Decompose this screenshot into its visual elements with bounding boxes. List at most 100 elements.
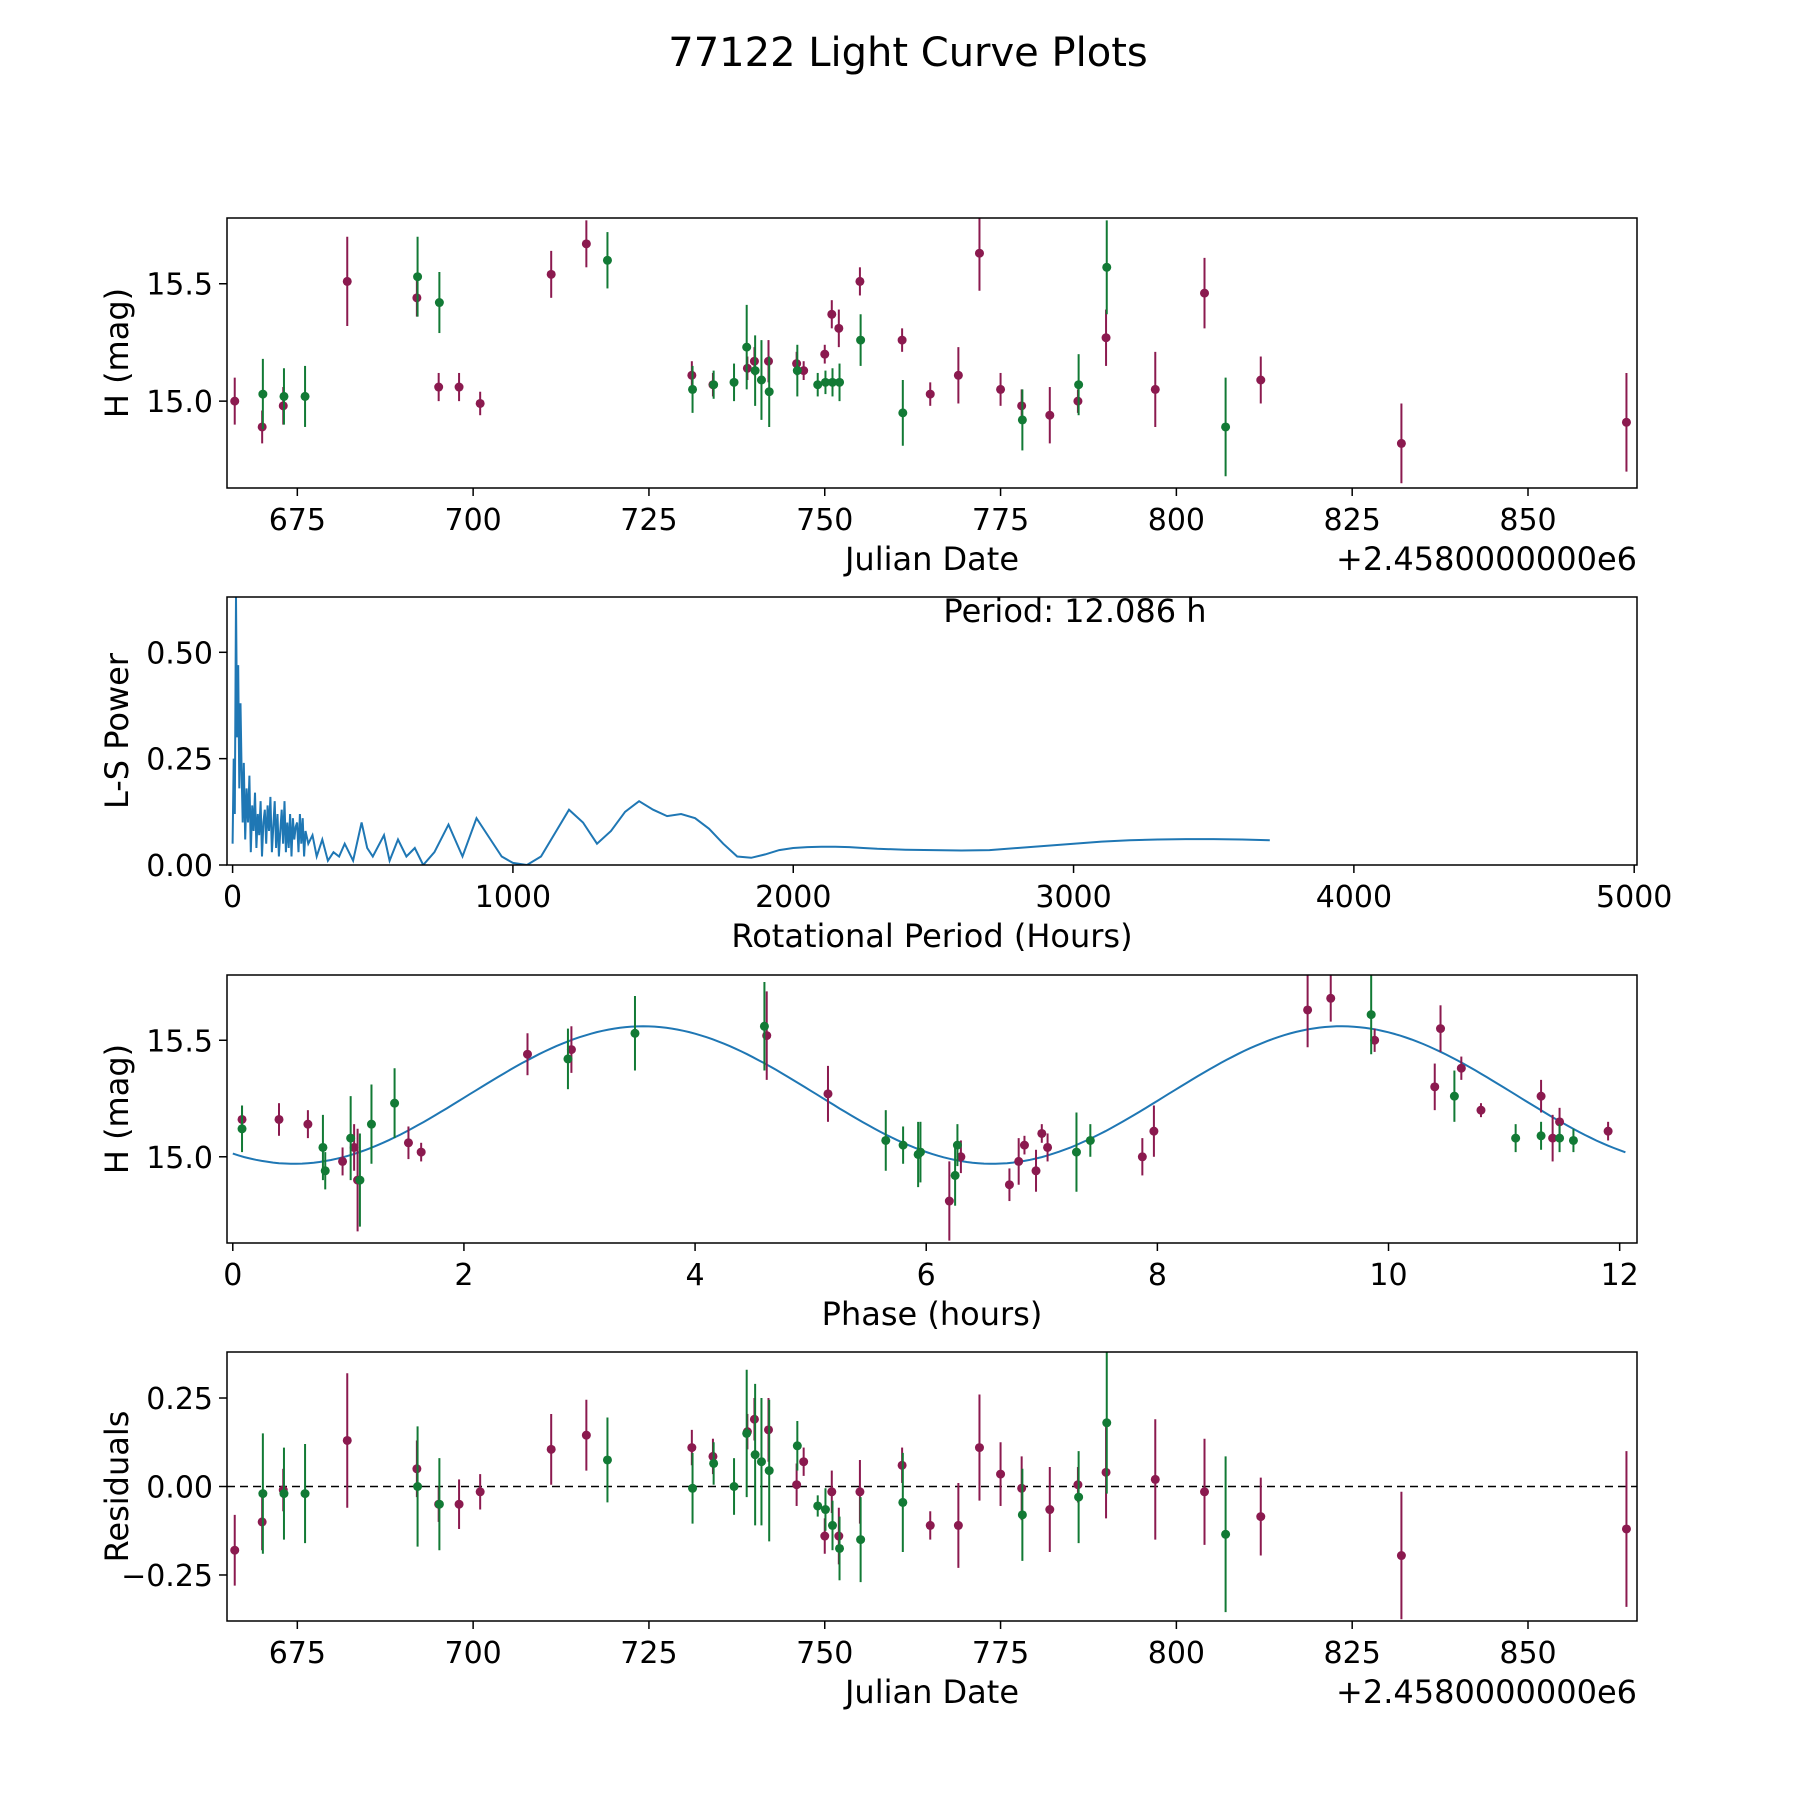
panel-light-curve: 675 700 725 750 775 800 825 850 15.0 15.5 Julian D… [98, 217, 1638, 578]
data-point [764, 387, 774, 397]
data-point [1476, 1105, 1486, 1115]
data-point [1511, 1133, 1521, 1143]
data-point [546, 1444, 556, 1454]
x-tick-label: 750 [796, 1636, 853, 1671]
data-point [952, 1140, 962, 1150]
data-point [709, 1458, 719, 1468]
data-point [1085, 1135, 1095, 1145]
data-point [563, 1054, 573, 1064]
data-point [855, 276, 865, 286]
data-point [1621, 1524, 1631, 1534]
x-tick-label: 775 [972, 503, 1029, 538]
panel-periodogram: 0 1000 2000 3000 4000 5000 0.00 0.25 0.50 Rotatio… [98, 592, 1672, 955]
data-point [320, 1166, 330, 1176]
data-point [434, 1499, 444, 1509]
axes-frame [226, 596, 1638, 866]
axes-frame [226, 217, 1638, 489]
data-point [834, 323, 844, 333]
data-point [823, 1089, 833, 1099]
data-point [630, 1028, 640, 1038]
data-point [813, 1501, 823, 1511]
data-point [300, 391, 310, 401]
data-point [1149, 1126, 1159, 1136]
y-axis-label: Residuals [98, 1411, 136, 1563]
y-tick-label: 0.25 [146, 743, 213, 778]
data-point [756, 375, 766, 385]
data-point [355, 1175, 365, 1185]
x-axis-label: Rotational Period (Hours) [731, 917, 1132, 955]
data-point [729, 377, 739, 387]
data-point [1074, 380, 1084, 390]
data-point [258, 1489, 268, 1499]
data-point [1045, 410, 1055, 420]
data-point [1621, 417, 1631, 427]
x-tick-label: 675 [269, 1636, 326, 1671]
data-point [258, 389, 268, 399]
data-point [1071, 1147, 1081, 1157]
data-point [279, 391, 289, 401]
data-point [602, 1455, 612, 1465]
data-point [230, 1545, 240, 1555]
data-point [475, 398, 485, 408]
data-point [522, 1049, 532, 1059]
data-point [687, 1443, 697, 1453]
data-point [1200, 288, 1210, 298]
power-series-line [231, 597, 1270, 865]
data-point [413, 1482, 423, 1491]
data-point [827, 1520, 837, 1530]
data-point [688, 384, 698, 394]
data-point [944, 1196, 954, 1206]
data-point [279, 1489, 289, 1499]
data-point [1536, 1091, 1546, 1101]
data-point [1536, 1131, 1546, 1141]
data-point [434, 382, 444, 392]
data-point [1366, 1010, 1376, 1020]
data-point [1137, 1152, 1147, 1162]
x-axis-label: Phase (hours) [822, 1295, 1043, 1333]
data-point [925, 389, 935, 399]
x-tick-label: 2 [454, 1258, 473, 1293]
data-point [416, 1147, 426, 1157]
data-point [1017, 415, 1027, 425]
data-point [1102, 1418, 1112, 1428]
data-point [1031, 1166, 1041, 1176]
data-point [881, 1135, 891, 1145]
panel-phased-light-curve: 0 2 4 6 8 10 12 15.0 15.5 Phase (hours) H (mag) [98, 974, 1639, 1333]
data-point [827, 1487, 837, 1497]
data-point [338, 1156, 348, 1166]
data-point [1014, 1156, 1024, 1166]
x-tick-label: 2000 [755, 880, 831, 915]
data-point [856, 335, 866, 345]
data-point [300, 1489, 310, 1499]
data-point [1456, 1063, 1466, 1073]
x-axis-label: Julian Date [843, 540, 1019, 578]
data-point [403, 1138, 413, 1148]
data-point [1074, 1492, 1084, 1502]
y-tick-label: 0.00 [146, 849, 213, 884]
data-point [349, 1142, 359, 1152]
x-tick-label: 825 [1324, 503, 1381, 538]
period-annotation: Period: 12.086 h [943, 592, 1206, 630]
panel-residuals: 675 700 725 750 775 800 825 850 −0.25 0.00 0.25 Jul… [98, 1351, 1638, 1711]
data-point [230, 396, 240, 406]
x-offset-text: +2.4580000000e6 [1336, 1673, 1637, 1711]
data-point [1449, 1091, 1459, 1101]
data-point [953, 1520, 963, 1530]
x-tick-label: 6 [917, 1258, 936, 1293]
plot-area [231, 597, 1270, 865]
data-point [898, 1497, 908, 1507]
x-tick-label: 10 [1369, 1258, 1407, 1293]
data-point [835, 1543, 845, 1553]
data-point [820, 349, 830, 359]
data-point [1303, 1005, 1313, 1015]
data-point [827, 377, 837, 387]
data-point [820, 377, 830, 387]
y-axis-label: H (mag) [98, 288, 136, 418]
y-tick-label: 15.5 [146, 268, 213, 303]
data-point [546, 269, 556, 279]
data-point [792, 1480, 802, 1490]
data-point [1019, 1140, 1029, 1150]
data-point [996, 384, 1006, 394]
plot-area [230, 218, 1631, 484]
